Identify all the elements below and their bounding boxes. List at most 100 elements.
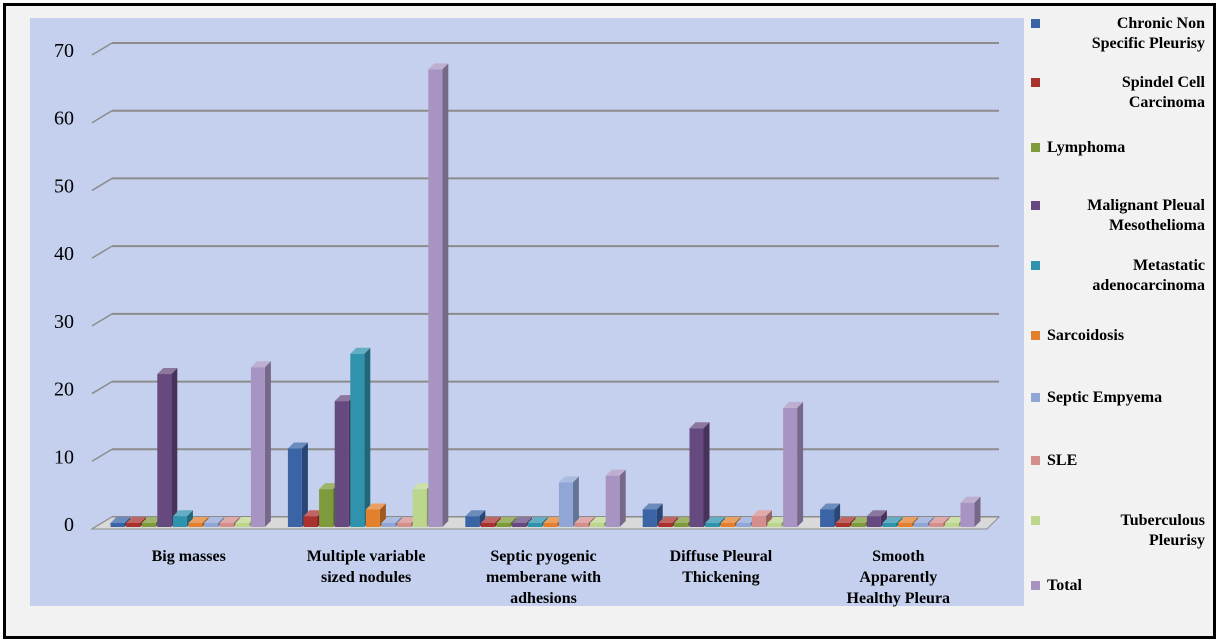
bar-top xyxy=(866,510,887,517)
bar-top xyxy=(605,469,626,476)
legend-label: Metastatic adenocarcinoma xyxy=(1047,256,1205,296)
bar-top xyxy=(767,517,788,523)
legend-item: Spindel Cell Carcinoma xyxy=(1031,73,1211,123)
bar-side xyxy=(974,496,981,527)
legend-label-line: SLE xyxy=(1047,452,1078,469)
bar-front xyxy=(319,489,334,527)
bar-top xyxy=(235,517,256,523)
bar-front xyxy=(188,523,203,527)
bar xyxy=(428,63,449,528)
bar-front xyxy=(605,475,620,527)
bar xyxy=(960,496,981,527)
bar-front xyxy=(705,523,720,527)
legend-label-line: Carcinoma xyxy=(1128,94,1205,111)
legend-label-line: Lymphoma xyxy=(1047,139,1126,156)
bar-top xyxy=(219,517,240,523)
legend-item: Total xyxy=(1031,576,1211,626)
bar-side xyxy=(880,510,887,527)
legend-swatch xyxy=(1031,581,1040,590)
bar-top xyxy=(558,476,579,483)
bar-top xyxy=(480,517,501,523)
bar-front xyxy=(736,523,751,527)
legend-item: Lymphoma xyxy=(1031,138,1211,188)
bar-top xyxy=(126,517,147,523)
x-category-label-line: Apparently xyxy=(859,569,937,586)
bar-side xyxy=(479,510,486,527)
legend-label: Malignant Pleual Mesothelioma xyxy=(1047,196,1205,236)
bar-top xyxy=(689,422,710,429)
bar-side xyxy=(264,361,271,527)
x-category-label-line: Healthy Pleura xyxy=(847,590,951,607)
bar-top xyxy=(720,517,741,523)
x-category-label: Smooth Apparently Healthy Pleura xyxy=(847,548,951,607)
x-category-label-line: Multiple variable xyxy=(307,548,426,565)
legend-label-line: Chronic Non xyxy=(1116,15,1205,32)
gridline-depth xyxy=(91,110,113,124)
bar-top xyxy=(705,517,726,523)
legend-label-line: Spindel Cell xyxy=(1121,74,1205,91)
bar-front xyxy=(204,523,219,527)
bar-top xyxy=(350,347,371,354)
bar-side xyxy=(186,510,193,527)
x-category-label-line: sized nodules xyxy=(321,569,411,586)
bar-front xyxy=(303,516,318,527)
x-category-label-line: Thickening xyxy=(682,569,759,586)
bar xyxy=(157,368,178,527)
bar-front xyxy=(512,523,527,527)
bar xyxy=(642,503,663,527)
bar-front xyxy=(929,523,944,527)
bar-top xyxy=(141,517,162,523)
legend-label: Total xyxy=(1047,576,1205,596)
bar-front xyxy=(882,523,897,527)
gridline-depth xyxy=(91,380,113,395)
bar-side xyxy=(765,510,772,527)
bar-side xyxy=(364,347,371,527)
bar-top xyxy=(334,395,355,402)
bar xyxy=(866,510,887,527)
bar-front xyxy=(960,502,975,527)
bar-front xyxy=(496,523,511,527)
bar xyxy=(689,422,710,527)
bar-top xyxy=(673,517,694,523)
legend-item: Metastatic adenocarcinoma xyxy=(1031,256,1211,306)
legend-swatch xyxy=(1031,143,1040,152)
x-category-label: Septic pyogenic memberane with adhesions xyxy=(486,548,601,607)
legend-item: Tuberculous Pleurisy xyxy=(1031,511,1211,561)
legend-label-line: Tuberculous xyxy=(1120,512,1205,529)
x-category-label-line: Septic pyogenic xyxy=(490,548,596,565)
legend-label: Sarcoidosis xyxy=(1047,326,1205,346)
bar-front xyxy=(720,523,735,527)
bar-front xyxy=(219,523,234,527)
y-tick-label: 60 xyxy=(54,108,74,130)
x-category-label-line: adhesions xyxy=(510,590,577,607)
plot-area xyxy=(30,18,1024,606)
bar-top xyxy=(944,517,965,523)
bar-top xyxy=(898,517,919,523)
legend-label: Tuberculous Pleurisy xyxy=(1047,511,1205,551)
x-category-label: Big masses xyxy=(152,548,226,565)
x-category-label-line: Smooth xyxy=(872,548,925,565)
legend-swatch xyxy=(1031,331,1040,340)
bar xyxy=(783,401,804,527)
bar-side xyxy=(301,442,308,527)
bar-front xyxy=(126,523,141,527)
bar-front xyxy=(543,523,558,527)
legend-swatch xyxy=(1031,19,1040,28)
bar-top xyxy=(960,496,981,503)
bar xyxy=(605,469,626,527)
bar-top xyxy=(835,517,856,523)
bar-top xyxy=(642,503,663,510)
y-tick-label: 70 xyxy=(54,40,74,62)
bar-top xyxy=(365,503,386,510)
bar-top xyxy=(783,401,804,408)
bar xyxy=(250,361,271,527)
bar-side xyxy=(442,63,449,528)
legend-label: Chronic Non Specific Pleurisy xyxy=(1047,14,1205,54)
bar-front xyxy=(235,523,250,527)
bar-front xyxy=(590,523,605,527)
bar-top xyxy=(913,517,934,523)
bar-top xyxy=(820,503,841,510)
bar-front xyxy=(397,523,412,527)
bar-front xyxy=(767,523,782,527)
bar-top xyxy=(527,517,548,523)
